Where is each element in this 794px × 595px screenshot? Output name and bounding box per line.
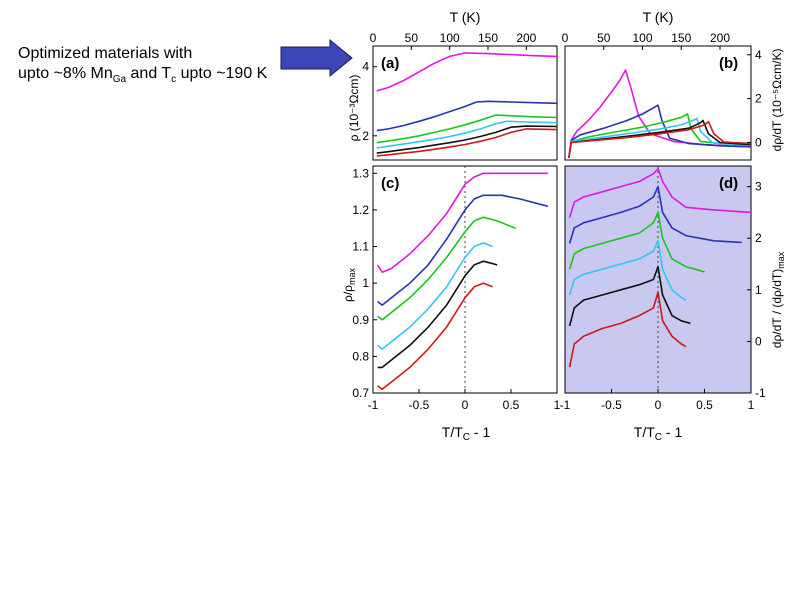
y-tick-label-d: 0 [755, 334, 762, 348]
y-tick-label-d: -1 [755, 386, 766, 400]
series-line-a-0 [376, 52, 558, 92]
series-line-c-4 [377, 260, 498, 369]
x-tick-label-d: 1 [748, 398, 755, 412]
y-tick-label-c: 1 [362, 276, 369, 290]
right-bottom-y-main: dρ/dT / (dρ/dT) [770, 269, 784, 348]
panel-label-a: (a) [381, 55, 399, 72]
x-tick-label-b: 50 [597, 31, 611, 45]
series-line-b-3 [568, 117, 752, 158]
panel-c: -1 -0.5 0 0.5 1 0.7 0.8 0.9 1 1.1 1.2 1.3 (c) [352, 165, 561, 412]
series-line-d-1 [568, 185, 742, 244]
annotation-line-2: upto ~8% MnGa and Tc upto ~190 K [18, 64, 267, 90]
bottom-x-label-sub: C [463, 432, 470, 443]
y-tick-label-c: 1.1 [352, 240, 369, 254]
y-tick-label-b: 0 [755, 135, 762, 149]
y-tick-label-d: 2 [755, 231, 762, 245]
series-line-b-1 [568, 104, 752, 158]
x-tick-label-b: 0 [562, 31, 569, 45]
series-line-a-4 [376, 125, 558, 154]
x-tick-label-a: 50 [405, 31, 419, 45]
y-tick-label-c: 0.8 [352, 349, 369, 363]
annotation-sub-c: c [171, 74, 177, 86]
bottom-x-label-tail: - 1 [662, 424, 682, 440]
x-tick-label-a: 0 [370, 31, 377, 45]
y-tick-label-a: 4 [362, 60, 369, 74]
panel-frame-d [564, 165, 752, 394]
y-tick-label-a: 2 [362, 129, 369, 143]
series-line-d-2 [568, 211, 705, 273]
bottom-x-label-right: T/TC - 1 [634, 424, 683, 443]
panel-label-d: (d) [719, 175, 738, 192]
series-line-a-1 [376, 100, 558, 132]
right-top-y-label: dρ/dT (10⁻⁵Ωcm/K) [770, 49, 784, 152]
series-line-d-0 [568, 167, 752, 218]
top-x-label-left: T (K) [450, 9, 481, 25]
annotation-text: Optimized materials with upto ~8% MnGa a… [18, 44, 267, 90]
x-tick-label-c: -1 [368, 398, 379, 412]
right-bottom-y-label: dρ/dT / (dρ/dT)max [770, 251, 786, 348]
y-tick-label-d: 1 [755, 283, 762, 297]
y-tick-label-c: 1.2 [352, 203, 369, 217]
x-tick-label-c: 0 [462, 398, 469, 412]
y-tick-label-c: 1.3 [352, 166, 369, 180]
x-tick-label-c: 1 [554, 398, 561, 412]
annotation-suffix: upto ~190 K [176, 65, 268, 82]
left-bottom-y-sub: max [347, 268, 357, 286]
series-line-a-5 [376, 128, 558, 157]
series-line-c-0 [376, 172, 548, 273]
series-line-b-0 [568, 69, 752, 158]
x-tick-label-c: 0.5 [503, 398, 520, 412]
panel-b: 0 50 100 150 200 0 2 4 (b) [562, 31, 762, 161]
y-tick-label-b: 4 [755, 48, 762, 62]
x-tick-label-b: 100 [632, 31, 652, 45]
annotation-line-1: Optimized materials with [18, 45, 193, 62]
series-line-c-5 [377, 282, 493, 391]
y-tick-label-b: 2 [755, 92, 762, 106]
panel-a: 0 50 100 150 200 2 4 (a) [362, 31, 558, 161]
y-tick-label-c: 0.7 [352, 386, 369, 400]
series-line-d-4 [568, 265, 691, 327]
bottom-x-label-tail: - 1 [470, 424, 490, 440]
annotation-prefix: upto ~8% Mn [18, 65, 113, 82]
x-tick-label-d: 0 [655, 398, 662, 412]
series-line-d-5 [568, 291, 687, 368]
y-tick-label-d: 3 [755, 180, 762, 194]
series-line-b-2 [568, 113, 752, 158]
bottom-x-label-sub: C [655, 432, 662, 443]
left-bottom-y-label: ρ/ρmax [341, 268, 357, 303]
x-tick-label-a: 150 [478, 31, 498, 45]
x-tick-label-d: -1 [560, 398, 571, 412]
x-tick-label-d: 0.5 [696, 398, 713, 412]
x-tick-label-d: -0.5 [601, 398, 622, 412]
top-x-label-right: T (K) [643, 9, 674, 25]
annotation-sub-ga: Ga [112, 74, 127, 86]
series-line-c-1 [377, 194, 549, 306]
bottom-x-label-main: T/T [442, 424, 463, 440]
annotation-mid: and T [126, 65, 172, 82]
arrow-icon [280, 38, 353, 78]
series-line-a-2 [376, 114, 558, 144]
left-top-y-label: ρ (10⁻³Ωcm) [347, 75, 361, 142]
panel-label-b: (b) [719, 55, 738, 72]
bottom-x-label-left: T/TC - 1 [442, 424, 491, 443]
x-tick-label-a: 200 [516, 31, 536, 45]
bottom-x-label-main: T/T [634, 424, 655, 440]
right-bottom-y-sub: max [776, 251, 786, 269]
x-tick-label-b: 200 [710, 31, 730, 45]
left-bottom-y-main: ρ/ρ [341, 285, 355, 302]
series-line-a-3 [376, 120, 558, 149]
series-line-b-5 [568, 120, 752, 158]
panel-frame-c [372, 165, 558, 394]
panel-label-c: (c) [381, 175, 399, 192]
series-line-c-2 [377, 216, 516, 321]
x-tick-label-c: -0.5 [409, 398, 430, 412]
x-tick-label-a: 100 [440, 31, 460, 45]
x-tick-label-b: 150 [671, 31, 691, 45]
y-tick-label-c: 0.9 [352, 313, 369, 327]
series-line-c-3 [377, 242, 493, 350]
series-line-d-3 [568, 240, 687, 301]
